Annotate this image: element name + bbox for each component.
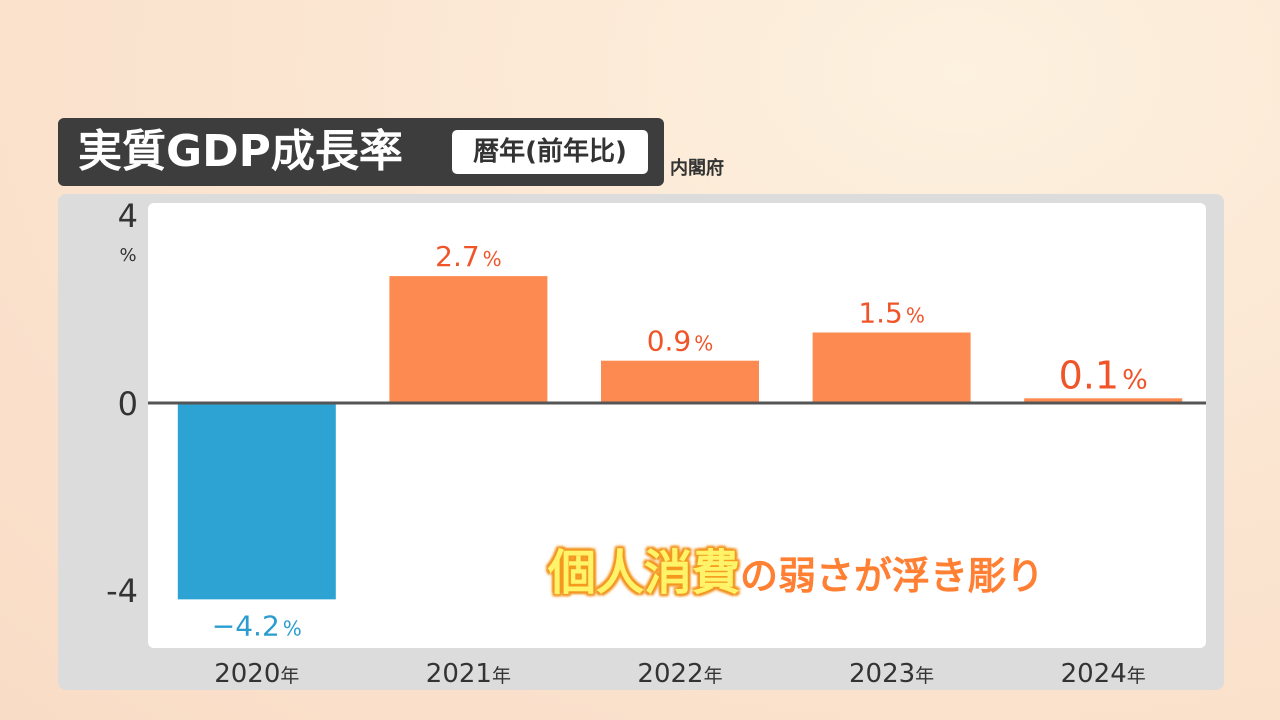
bar-value-label: 2.7%: [435, 240, 502, 273]
bar: [1024, 398, 1183, 403]
x-tick-label: 2024年: [1061, 659, 1146, 689]
bar-value-label: 0.9%: [647, 325, 714, 358]
bar-value-label: 0.1%: [1059, 353, 1148, 397]
bar: [812, 332, 971, 403]
x-tick-label: 2020年: [214, 659, 299, 689]
bar: [177, 403, 336, 600]
bar-value-label: 1.5%: [858, 297, 925, 330]
bar: [601, 360, 759, 403]
annotation: 個人消費の弱さが浮き彫り: [548, 538, 1044, 619]
y-unit-label: %: [119, 245, 136, 266]
chart-subtitle: 暦年(前年比): [452, 130, 648, 174]
bar-value-label: −4.2%: [212, 609, 302, 642]
y-tick-label: 0: [118, 385, 138, 423]
annotation-rest: の弱さが浮き彫り: [740, 554, 1045, 598]
data-source: 内閣府: [670, 158, 724, 179]
x-tick-label: 2022年: [637, 659, 722, 689]
x-tick-label: 2021年: [426, 659, 511, 689]
annotation-emphasis: 個人消費: [548, 545, 741, 601]
x-tick-label: 2023年: [849, 659, 934, 689]
bar: [389, 276, 548, 403]
y-tick-label: 4: [118, 197, 138, 235]
y-tick-label: -4: [106, 572, 138, 610]
chart-title: 実質GDP成長率: [78, 126, 403, 177]
